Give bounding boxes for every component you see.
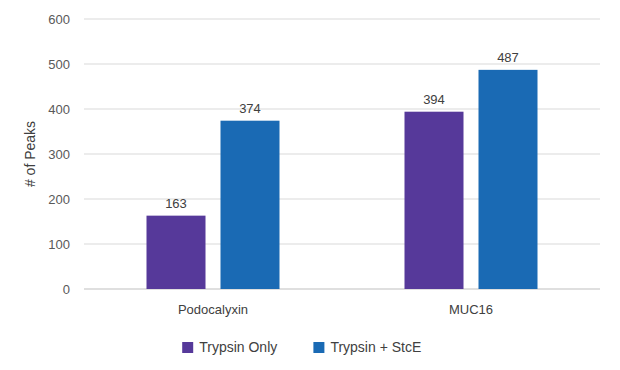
y-tick-label: 600: [48, 12, 70, 27]
x-tick-label: MUC16: [449, 302, 493, 317]
y-axis-label: # of Peaks: [22, 121, 38, 187]
legend-swatch: [182, 342, 193, 353]
data-label: 394: [423, 92, 445, 107]
y-tick-label: 500: [48, 57, 70, 72]
bar: [221, 121, 280, 289]
chart-container: 0 100 200 300 400 500 600 # of Peaks Podocalyxin…: [0, 0, 620, 370]
x-tick-label: Podocalyxin: [178, 302, 248, 317]
legend-label: Trypsin Only: [199, 339, 277, 355]
y-tick-label: 400: [48, 102, 70, 117]
bar: [147, 216, 206, 289]
y-tick-label: 0: [63, 282, 70, 297]
legend: Trypsin Only Trypsin + StcE: [182, 339, 421, 355]
bars: [147, 70, 538, 289]
bar: [405, 112, 464, 289]
y-tick-label: 200: [48, 192, 70, 207]
y-tick-label: 100: [48, 237, 70, 252]
data-label: 487: [497, 50, 519, 65]
y-tick-label: 300: [48, 147, 70, 162]
legend-label: Trypsin + StcE: [330, 339, 421, 355]
grid-line: [84, 19, 600, 20]
bar: [479, 70, 538, 289]
data-label: 163: [165, 196, 187, 211]
grid-line: [84, 64, 600, 65]
chart-svg: 0 100 200 300 400 500 600 # of Peaks Podocalyxin…: [0, 0, 620, 370]
data-label: 374: [239, 101, 261, 116]
legend-swatch: [313, 342, 324, 353]
